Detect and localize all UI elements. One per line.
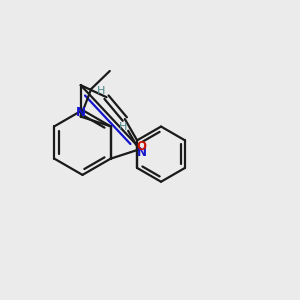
Text: H: H [97,85,105,96]
Text: N: N [137,146,147,159]
Text: H: H [119,122,128,132]
Text: O: O [136,140,146,153]
Text: N: N [76,106,86,119]
